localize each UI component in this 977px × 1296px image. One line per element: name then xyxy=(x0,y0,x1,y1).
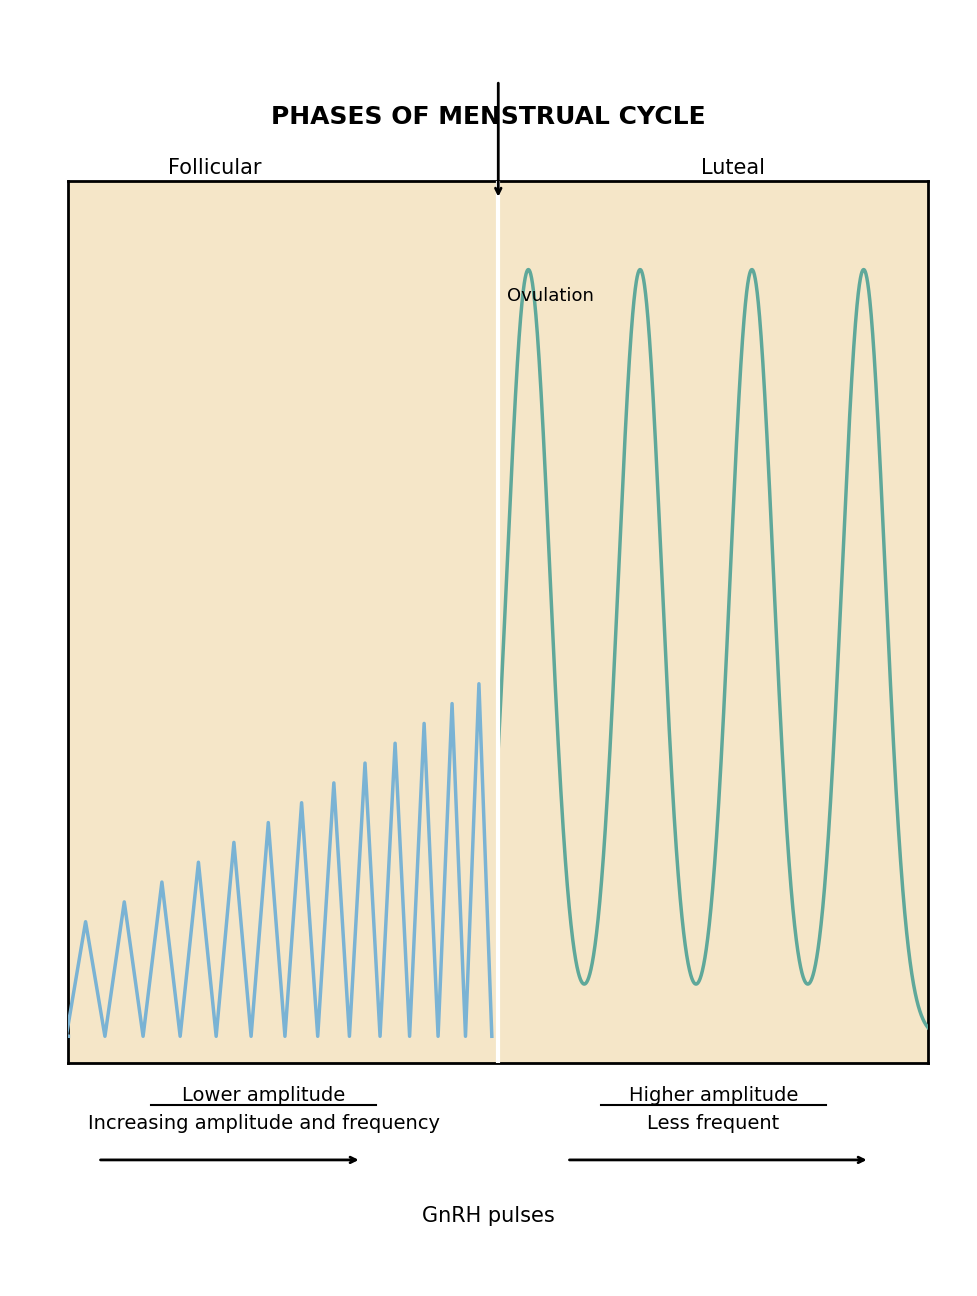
Text: Less frequent: Less frequent xyxy=(647,1115,780,1133)
Text: Follicular: Follicular xyxy=(168,158,262,179)
Text: GnRH pulses: GnRH pulses xyxy=(422,1205,555,1226)
Text: Ovulation: Ovulation xyxy=(507,286,594,305)
Text: Lower amplitude: Lower amplitude xyxy=(182,1086,346,1104)
Text: Higher amplitude: Higher amplitude xyxy=(628,1086,798,1104)
Text: Increasing amplitude and frequency: Increasing amplitude and frequency xyxy=(88,1115,440,1133)
Text: Luteal: Luteal xyxy=(701,158,765,179)
Text: PHASES OF MENSTRUAL CYCLE: PHASES OF MENSTRUAL CYCLE xyxy=(272,105,705,128)
